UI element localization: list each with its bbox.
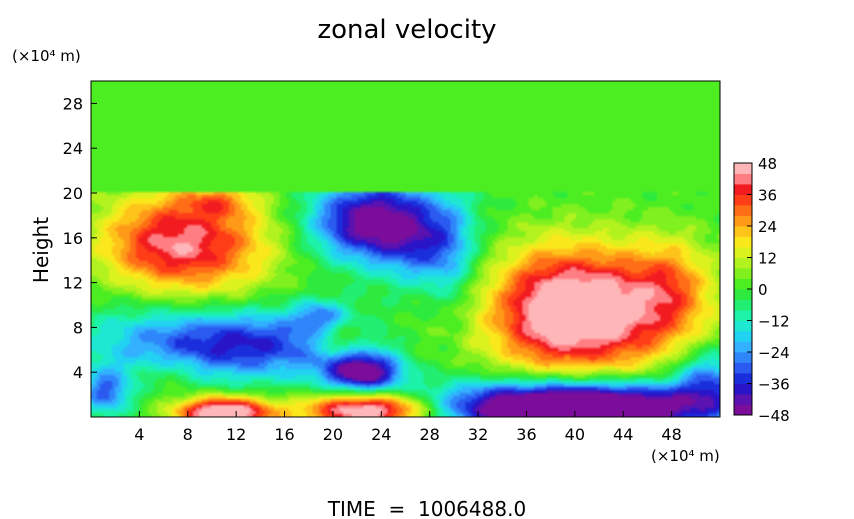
colorbar-band — [734, 394, 752, 405]
chart-title: zonal velocity — [317, 15, 496, 45]
colorbar-band — [734, 215, 752, 227]
colorbar-band — [734, 320, 752, 332]
y-tick-label: 24 — [63, 139, 83, 158]
colorbar: 48 36 24 12 0 −12 −24 −36 −48 — [733, 155, 790, 425]
x-tick-label: 28 — [420, 425, 440, 444]
colorbar-band — [734, 373, 752, 384]
colorbar-tick-label: −24 — [758, 344, 790, 362]
colorbar-band — [734, 163, 752, 174]
colorbar-band — [734, 194, 752, 206]
x-tick-label: 44 — [613, 425, 633, 444]
plot-frame — [90, 80, 721, 418]
colorbar-ticks: 48 36 24 12 0 −12 −24 −36 −48 — [747, 155, 790, 425]
colorbar-band — [734, 226, 752, 237]
colorbar-band — [734, 341, 752, 353]
colorbar-band — [734, 278, 752, 290]
colorbar-band — [734, 247, 752, 258]
y-tick-label: 28 — [63, 94, 83, 113]
colorbar-tick-label: 36 — [758, 187, 777, 205]
colorbar-band — [734, 383, 752, 395]
colorbar-tick-label: −48 — [758, 407, 790, 425]
colorbar-band — [734, 173, 752, 185]
x-tick-label: 36 — [516, 425, 536, 444]
x-tick-label: 32 — [468, 425, 488, 444]
y-axis: 4 8 12 16 20 24 28 — [63, 94, 97, 382]
velocity-field — [91, 81, 720, 417]
colorbar-tick-label: 24 — [758, 218, 777, 236]
x-tick-label: 40 — [565, 425, 585, 444]
y-axis-unit: (×10⁴ m) — [12, 47, 81, 65]
colorbar-band — [734, 404, 752, 416]
x-tick-label: 8 — [183, 425, 193, 444]
x-tick-label: 24 — [371, 425, 391, 444]
colorbar-bands — [734, 163, 752, 416]
colorbar-band — [734, 205, 752, 216]
time-label: TIME = 1006488.0 — [327, 497, 526, 519]
colorbar-band — [734, 236, 752, 248]
colorbar-band — [734, 352, 752, 363]
y-tick-label: 4 — [73, 363, 83, 382]
colorbar-tick-label: 48 — [758, 155, 777, 173]
colorbar-band — [734, 362, 752, 374]
y-tick-label: 12 — [63, 274, 83, 293]
colorbar-tick-label: −36 — [758, 376, 790, 394]
y-axis-label: Height — [29, 217, 53, 283]
colorbar-band — [734, 268, 752, 279]
colorbar-band — [734, 257, 752, 269]
x-axis-unit: (×10⁴ m) — [651, 447, 720, 465]
y-tick-label: 20 — [63, 184, 83, 203]
colorbar-tick-label: 12 — [758, 250, 777, 268]
colorbar-band — [734, 299, 752, 311]
colorbar-band — [734, 184, 752, 195]
x-tick-label: 48 — [661, 425, 681, 444]
y-tick-label: 16 — [63, 229, 83, 248]
colorbar-tick-label: 0 — [758, 281, 768, 299]
x-tick-label: 12 — [226, 425, 246, 444]
x-tick-label: 20 — [323, 425, 343, 444]
colorbar-tick-label: −12 — [758, 313, 790, 331]
x-tick-label: 16 — [274, 425, 294, 444]
y-tick-label: 8 — [73, 318, 83, 337]
x-axis: 4 8 12 16 20 24 28 32 36 40 44 48 — [134, 411, 682, 444]
colorbar-band — [734, 289, 752, 300]
colorbar-band — [734, 331, 752, 342]
x-tick-label: 4 — [134, 425, 144, 444]
colorbar-band — [734, 310, 752, 321]
